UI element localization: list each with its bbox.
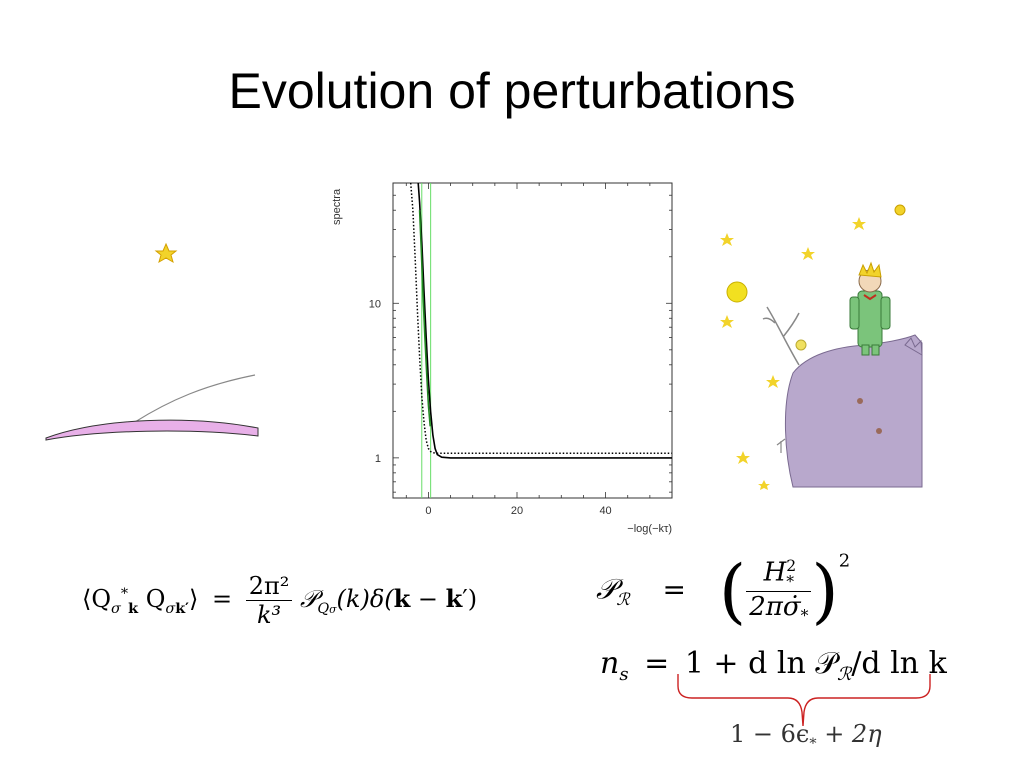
series-line-3 (418, 210, 431, 427)
star-icon (766, 375, 780, 388)
flower-icon (857, 398, 863, 404)
slide-title: Evolution of perturbations (228, 63, 796, 119)
y-tick-label: 10 (369, 298, 381, 310)
x-axis-label: −log(−kτ) (627, 523, 672, 535)
equation-slow-roll-result: 1 − 6ϵ* + 2η (730, 720, 882, 752)
star-icon (758, 480, 770, 490)
little-prince-illustration (720, 204, 923, 490)
star-icon (801, 247, 815, 260)
x-tick-label: 0 (425, 505, 431, 517)
flower-icon (876, 428, 882, 434)
star-icon (154, 242, 178, 264)
x-tick-label: 40 (599, 505, 611, 517)
underbrace (677, 674, 931, 727)
equation-curvature-spectrum: 𝒫ℛ = (H2* 2πσ̇*)2 (596, 550, 851, 632)
baobab-branch-icon (762, 306, 800, 366)
star-icon (852, 217, 866, 230)
left-planet-illustration (45, 242, 259, 441)
y-axis-label: spectra (331, 188, 343, 225)
plot-frame (392, 182, 673, 499)
y-tick-label: 1 (375, 453, 381, 465)
sun-icon (726, 281, 748, 303)
flower-bud-icon (795, 339, 807, 351)
star-icon (720, 315, 734, 328)
little-prince-figure (849, 261, 891, 356)
series-line-1 (417, 183, 672, 459)
planet-body (784, 334, 923, 488)
planet-bump (904, 337, 923, 356)
star-icon (736, 451, 750, 464)
stem-line (134, 374, 256, 423)
weed-sprout-icon (776, 438, 786, 453)
moon-icon (894, 204, 906, 216)
star-icon (720, 233, 734, 246)
pink-planet-edge (45, 419, 259, 441)
equation-power-spectrum-definition: ⟨Qσ*k Qσk′⟩ = 2π² k³ 𝒫Qσ(k)δ(k − k′) (82, 572, 478, 629)
equation-spectral-index: ns = 1 + d ln 𝒫ℛ/d ln k (600, 646, 947, 685)
x-tick-label: 20 (511, 505, 523, 517)
spectra-chart: 0 20 40 1 10 −log(−kτ) spectra (331, 182, 673, 535)
